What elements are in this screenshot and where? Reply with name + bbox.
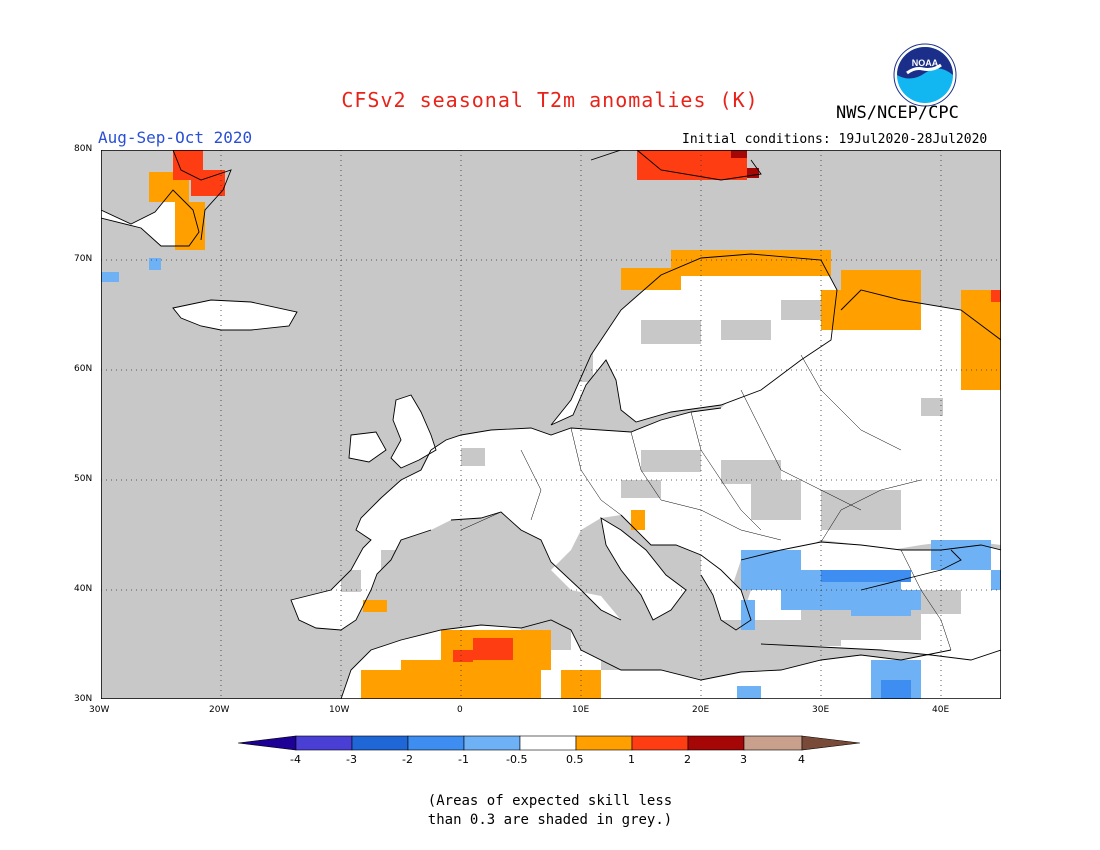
country-borders (460, 354, 952, 651)
colorbar-segment (687, 735, 745, 751)
land-greece (701, 555, 751, 630)
colorbar-segment (801, 735, 861, 751)
land-italy (601, 518, 686, 620)
land-ireland (349, 432, 386, 462)
land-iceland (173, 300, 297, 330)
colorbar-label: 4 (798, 753, 805, 766)
colorbar-segment (519, 735, 577, 751)
colorbar-segment (743, 735, 803, 751)
lon-label: 0 (457, 705, 463, 715)
lon-label: 30W (89, 705, 110, 715)
anomaly-dark-red (731, 150, 759, 178)
initial-conditions-label: Initial conditions: 19Jul2020-28Jul2020 (682, 132, 988, 147)
colorbar-segment (295, 735, 353, 751)
colorbar-segment (463, 735, 521, 751)
season-label: Aug-Sep-Oct 2020 (98, 128, 253, 147)
lat-label: 30N (74, 694, 93, 704)
anomaly-blue (821, 570, 911, 699)
colorbar-label: -4 (290, 753, 301, 766)
lon-label: 10E (572, 705, 590, 715)
colorbar-label: -0.5 (506, 753, 528, 766)
colorbar-label: -3 (346, 753, 357, 766)
colorbar (238, 735, 861, 751)
logo-text: NOAA (912, 58, 939, 68)
skill-note: (Areas of expected skill less than 0.3 a… (0, 792, 1100, 830)
colorbar-segment (351, 735, 409, 751)
skill-mask (341, 300, 961, 670)
colorbar-label: 2 (684, 753, 691, 766)
lat-label: 70N (74, 254, 93, 264)
lon-label: 30E (812, 705, 830, 715)
colorbar-segment (238, 735, 297, 751)
coastlines (101, 150, 1001, 699)
lon-label: 20W (209, 705, 230, 715)
graticule (101, 150, 1001, 699)
colorbar-label: -1 (458, 753, 469, 766)
anomaly-orange (149, 172, 1001, 699)
skill-note-line: than 0.3 are shaded in grey.) (427, 812, 673, 828)
lat-label: 40N (74, 584, 93, 594)
lat-label: 60N (74, 364, 93, 374)
colorbar-label: 1 (628, 753, 635, 766)
colorbar-segment (575, 735, 633, 751)
lon-label: 20E (692, 705, 710, 715)
lat-label: 80N (74, 144, 93, 154)
map-title: CFSv2 seasonal T2m anomalies (K) (341, 88, 759, 112)
agency-label: NWS/NCEP/CPC (836, 103, 959, 123)
skill-note-line: (Areas of expected skill less (427, 793, 673, 809)
land-greenland (101, 190, 199, 246)
lon-label: 10W (329, 705, 350, 715)
colorbar-segment (631, 735, 689, 751)
colorbar-label: -2 (402, 753, 413, 766)
anomaly-light-blue (101, 258, 1001, 699)
colorbar-label: 0.5 (566, 753, 584, 766)
colorbar-label: 3 (740, 753, 747, 766)
lat-label: 50N (74, 474, 93, 484)
land-great-britain (391, 395, 436, 468)
colorbar-segment (407, 735, 465, 751)
lon-label: 40E (932, 705, 950, 715)
anomaly-map (101, 150, 1001, 699)
noaa-logo: NOAA (893, 43, 957, 107)
